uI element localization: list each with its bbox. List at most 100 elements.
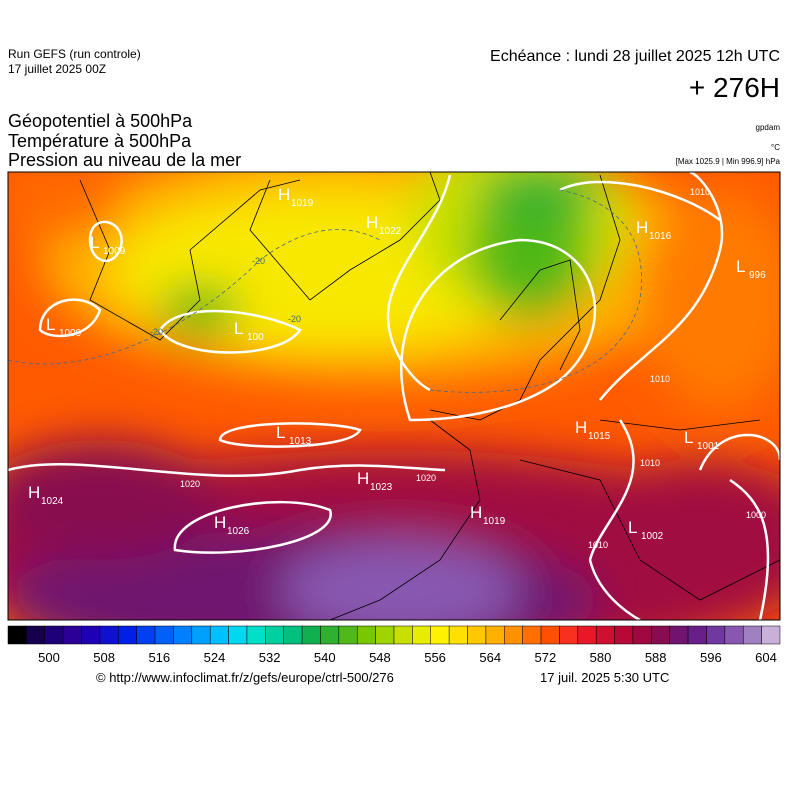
colorbar-cell <box>7 625 27 645</box>
colorbar-cell <box>761 625 781 645</box>
pressure-center: H 1015 <box>575 418 611 442</box>
colorbar-cell <box>724 625 744 645</box>
center-type: L <box>90 233 99 252</box>
pressure-center: L 996 <box>736 257 766 281</box>
colorbar-tick-label: 500 <box>38 650 60 665</box>
center-value: 1022 <box>379 226 402 237</box>
pressure-center: L 1013 <box>276 423 312 447</box>
title: Pression au niveau de la mer <box>8 150 241 170</box>
colorbar-tick-label: 596 <box>700 650 722 665</box>
center-type: H <box>636 218 648 237</box>
center-value: 100 <box>247 332 264 343</box>
colorbar-cell <box>338 625 358 645</box>
colorbar-tick-label: 524 <box>204 650 226 665</box>
colorbar-cell <box>577 625 597 645</box>
colorbar-tick-label: 588 <box>645 650 667 665</box>
center-value: 1009 <box>103 246 126 257</box>
colorbar-cell <box>687 625 707 645</box>
colorbar-cell <box>301 625 321 645</box>
center-value: 1013 <box>289 436 312 447</box>
center-type: H <box>357 469 369 488</box>
center-type: L <box>276 423 285 442</box>
pressure-center: L 100 <box>234 319 264 343</box>
colorbar-tick-label: 540 <box>314 650 336 665</box>
pressure-center: H 1019 <box>470 503 506 527</box>
colorbar-tick-label: 604 <box>755 650 777 665</box>
run-date: 17 juillet 2025 00Z <box>8 62 106 76</box>
colorbar-cell <box>632 625 652 645</box>
colorbar-cell <box>154 625 174 645</box>
colorbar-cell <box>62 625 82 645</box>
center-type: L <box>628 518 637 537</box>
unit: °C <box>771 143 780 152</box>
colorbar-cell <box>356 625 376 645</box>
colorbar-cell <box>375 625 395 645</box>
title: Température à 500hPa <box>8 131 192 151</box>
center-value: 1002 <box>641 531 664 542</box>
colorbar-cell <box>320 625 340 645</box>
temperature-label: -20 <box>252 256 265 266</box>
colorbar-tick-label: 572 <box>535 650 557 665</box>
pressure-center: L 1001 <box>684 428 720 452</box>
pressure-center: L 1002 <box>628 518 664 542</box>
pressure-center: L 1009 <box>90 233 126 257</box>
center-value: 1019 <box>483 516 506 527</box>
center-type: H <box>214 513 226 532</box>
colorbar-tick-label: 580 <box>590 650 612 665</box>
colorbar-cell <box>467 625 487 645</box>
colorbar-cell <box>706 625 726 645</box>
isobar-label: 1010 <box>650 374 670 384</box>
center-type: H <box>575 418 587 437</box>
center-value: 1026 <box>227 526 250 537</box>
center-type: L <box>736 257 745 276</box>
pressure-center: H 1023 <box>357 469 393 493</box>
center-value: 1009 <box>59 328 82 339</box>
colorbar-cell <box>540 625 560 645</box>
colorbar-tick-label: 548 <box>369 650 391 665</box>
colorbar-cell <box>209 625 229 645</box>
colorbar-cell <box>393 625 413 645</box>
colorbar-cell <box>504 625 523 645</box>
isobar-label: 1020 <box>180 479 200 489</box>
pressure-center: H 1019 <box>278 185 314 209</box>
colorbar-cell <box>81 625 101 645</box>
center-value: 1015 <box>588 431 611 442</box>
run-label: Run GEFS (run controle) <box>8 47 141 61</box>
colorbar-cell <box>742 625 762 645</box>
colorbar-tick-label: 508 <box>93 650 115 665</box>
center-value: 996 <box>749 270 766 281</box>
center-type: L <box>684 428 693 447</box>
pressure-center: H 1016 <box>636 218 672 242</box>
pressure-center: H 1024 <box>28 483 64 507</box>
colorbar-cell <box>118 625 137 645</box>
temperature-label: -20 <box>150 327 163 337</box>
colorbar-cell <box>228 625 248 645</box>
unit: gpdam <box>756 123 781 132</box>
footer-date: 17 juil. 2025 5:30 UTC <box>540 670 669 685</box>
colorbar-cell <box>485 625 505 645</box>
colorbar-cell <box>412 625 432 645</box>
colorbar-cell <box>595 625 615 645</box>
colorbar-cell <box>614 625 634 645</box>
center-type: H <box>28 483 40 502</box>
colorbar-cell <box>191 625 211 645</box>
colorbar-cell <box>246 625 266 645</box>
title: Géopotentiel à 500hPa <box>8 111 193 131</box>
colorbar-cell <box>651 625 670 645</box>
colorbar-cell <box>26 625 46 645</box>
pressure-center: L 1009 <box>46 315 82 339</box>
unit: [Max 1025.9 | Min 996.9] hPa <box>676 157 781 166</box>
colorbar-cell <box>265 625 284 645</box>
isobar-label: 1010 <box>690 187 710 197</box>
center-value: 1016 <box>649 231 672 242</box>
colorbar-cell <box>99 625 119 645</box>
colorbar-cell <box>430 625 450 645</box>
colorbar-cell <box>448 625 468 645</box>
isobar-label: 1010 <box>588 540 608 550</box>
colorbar-tick-label: 516 <box>148 650 170 665</box>
center-type: L <box>46 315 55 334</box>
center-value: 1001 <box>697 441 720 452</box>
map-frame <box>7 171 781 621</box>
